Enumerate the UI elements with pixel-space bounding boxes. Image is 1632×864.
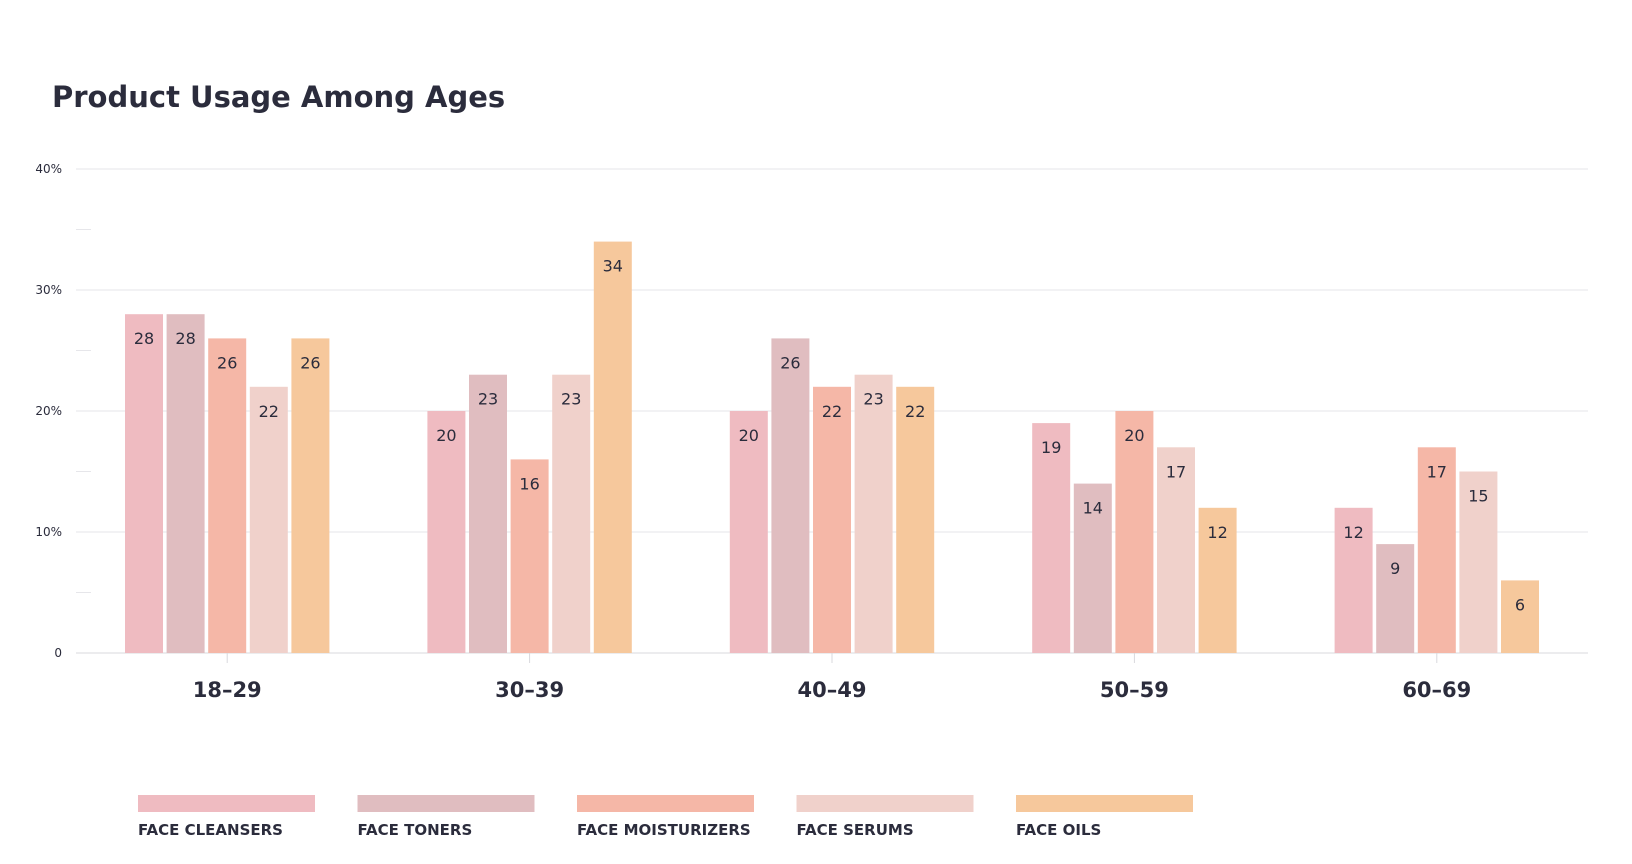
bar — [593, 241, 632, 653]
legend-swatch — [138, 795, 315, 812]
data-label: 23 — [478, 390, 498, 409]
data-label: 15 — [1468, 487, 1488, 506]
bar — [1115, 411, 1154, 653]
data-label: 12 — [1207, 523, 1227, 542]
data-label: 20 — [436, 426, 456, 445]
data-label: 17 — [1166, 462, 1186, 481]
x-tick-label: 30–39 — [495, 678, 564, 702]
legend-label: FACE MOISTURIZERS — [577, 821, 751, 839]
data-label: 22 — [905, 402, 925, 421]
bar — [125, 314, 163, 653]
legend-swatch — [796, 795, 974, 812]
legend-swatch — [1016, 795, 1193, 812]
data-label: 26 — [217, 353, 237, 372]
data-label: 23 — [863, 390, 883, 409]
data-label: 14 — [1083, 499, 1103, 518]
legend-label: FACE TONERS — [358, 821, 473, 839]
y-tick-label: 30% — [35, 283, 62, 297]
chart-title: Product Usage Among Ages — [52, 80, 506, 114]
bar — [1459, 471, 1498, 653]
data-label: 22 — [822, 402, 842, 421]
bar — [427, 411, 466, 653]
x-tick-label: 40–49 — [798, 678, 867, 702]
data-label: 17 — [1427, 462, 1447, 481]
bar — [1417, 447, 1456, 653]
bar — [771, 338, 810, 653]
bar — [249, 386, 288, 653]
x-tick-label: 50–59 — [1100, 678, 1169, 702]
data-label: 12 — [1343, 523, 1363, 542]
y-tick-label: 40% — [35, 162, 62, 176]
data-label: 28 — [175, 329, 195, 348]
bar — [552, 374, 591, 653]
y-tick-label: 10% — [35, 525, 62, 539]
x-tick-label: 60–69 — [1402, 678, 1471, 702]
legend-swatch — [577, 795, 754, 812]
bar — [813, 386, 851, 653]
bar — [1198, 507, 1237, 653]
legend-label: FACE OILS — [1016, 821, 1101, 839]
bar — [1334, 507, 1373, 653]
bar — [854, 374, 893, 653]
bar — [166, 314, 205, 653]
bar — [729, 411, 768, 653]
y-tick-label: 0 — [54, 646, 62, 660]
bar — [208, 338, 247, 653]
data-label: 20 — [739, 426, 759, 445]
data-label: 26 — [300, 353, 320, 372]
data-label: 20 — [1124, 426, 1144, 445]
data-label: 26 — [780, 353, 800, 372]
data-label: 16 — [519, 474, 539, 493]
x-tick-label: 18–29 — [193, 678, 262, 702]
data-label: 19 — [1041, 438, 1061, 457]
bar — [1376, 544, 1415, 653]
bar — [1032, 423, 1071, 653]
bar — [291, 338, 330, 653]
bar — [1073, 483, 1112, 653]
data-label: 28 — [134, 329, 154, 348]
data-label: 23 — [561, 390, 581, 409]
data-label: 9 — [1390, 559, 1400, 578]
legend-label: FACE CLEANSERS — [138, 821, 283, 839]
bar — [1501, 580, 1539, 653]
bar — [510, 459, 549, 653]
bar — [1157, 447, 1195, 653]
legend-label: FACE SERUMS — [797, 821, 914, 839]
bar — [896, 386, 935, 653]
legend-swatch — [357, 795, 535, 812]
bar — [469, 374, 507, 653]
data-label: 6 — [1515, 595, 1525, 614]
data-label: 22 — [259, 402, 279, 421]
y-tick-label: 20% — [35, 404, 62, 418]
data-label: 34 — [603, 257, 623, 276]
